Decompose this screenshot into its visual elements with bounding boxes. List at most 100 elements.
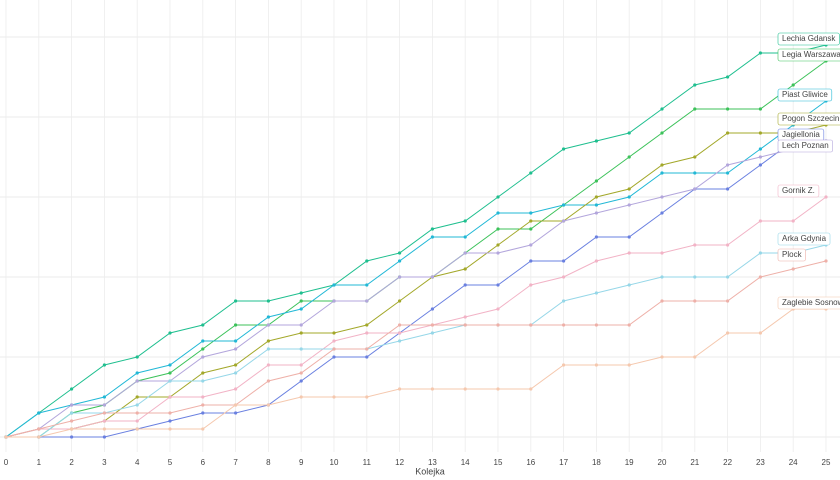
label-box xyxy=(777,112,840,126)
data-point xyxy=(496,283,500,287)
series-label: Legia Warszawa xyxy=(777,48,840,62)
data-point xyxy=(266,315,270,319)
data-point xyxy=(430,331,434,335)
data-point xyxy=(332,395,336,399)
x-tick-label: 5 xyxy=(168,458,173,467)
data-point xyxy=(594,211,599,215)
data-point xyxy=(562,259,566,263)
data-point xyxy=(299,299,303,303)
data-point xyxy=(627,131,631,135)
data-point xyxy=(365,355,369,359)
data-point xyxy=(726,187,730,191)
data-point xyxy=(758,163,763,167)
data-point xyxy=(168,331,172,335)
data-point xyxy=(102,363,106,367)
data-point xyxy=(627,363,631,367)
data-point xyxy=(168,379,172,383)
data-point xyxy=(332,299,336,303)
data-point xyxy=(562,363,566,367)
data-point xyxy=(463,235,467,239)
data-point xyxy=(266,299,270,303)
data-point xyxy=(430,227,434,231)
data-point xyxy=(463,251,467,255)
data-point xyxy=(430,307,434,311)
data-point xyxy=(332,355,336,359)
series-line xyxy=(6,244,827,438)
data-point xyxy=(660,251,664,255)
data-point xyxy=(594,235,599,239)
data-point xyxy=(201,339,205,343)
data-point xyxy=(299,371,303,375)
legend-entry: Legia Warszawa xyxy=(782,50,840,59)
legend-entry: Gornik Z. xyxy=(782,186,815,195)
series-label: Plock xyxy=(777,248,806,262)
data-point xyxy=(299,331,303,335)
x-tick-label: 13 xyxy=(428,458,437,467)
x-tick-label: 22 xyxy=(723,458,732,467)
series-label: Jagiellonia xyxy=(777,128,825,142)
data-point xyxy=(660,275,664,279)
data-point xyxy=(332,283,336,287)
data-point xyxy=(398,339,402,343)
x-tick-label: 9 xyxy=(299,458,304,467)
data-point xyxy=(70,411,74,415)
data-point xyxy=(758,155,763,159)
x-tick-label: 15 xyxy=(494,458,503,467)
data-point xyxy=(299,291,303,295)
data-point xyxy=(234,323,238,327)
series-label: Zaglebie Sosnowiec xyxy=(777,296,840,310)
data-point xyxy=(37,411,41,415)
data-point xyxy=(398,387,402,391)
x-tick-label: 25 xyxy=(822,458,831,467)
data-point xyxy=(135,395,139,399)
data-point xyxy=(266,379,270,383)
data-point xyxy=(529,227,533,231)
data-point xyxy=(135,355,139,359)
data-point xyxy=(824,195,828,199)
label-box xyxy=(777,48,840,62)
data-point xyxy=(102,427,106,431)
data-point xyxy=(693,171,697,175)
data-point xyxy=(365,259,369,263)
legend-entry: Pogon Szczecin xyxy=(782,114,839,123)
data-point xyxy=(266,363,270,367)
data-point xyxy=(594,179,599,183)
data-point xyxy=(529,219,533,223)
data-point xyxy=(201,411,205,415)
data-point xyxy=(168,411,172,415)
x-tick-label: 14 xyxy=(461,458,470,467)
data-point xyxy=(562,219,566,223)
data-point xyxy=(594,363,599,367)
data-point xyxy=(627,155,631,159)
data-point xyxy=(627,203,631,207)
data-point xyxy=(70,419,74,423)
x-tick-label: 11 xyxy=(363,458,372,467)
data-point xyxy=(562,203,566,207)
data-point xyxy=(102,419,106,423)
series-label: Piast Gliwice xyxy=(777,88,833,102)
data-point xyxy=(594,203,599,207)
data-point xyxy=(299,323,303,327)
data-point xyxy=(758,107,763,111)
data-point xyxy=(791,219,795,223)
data-point xyxy=(660,299,664,303)
data-point xyxy=(4,435,8,439)
data-point xyxy=(70,387,74,391)
series-line xyxy=(5,124,827,438)
data-point xyxy=(398,251,402,255)
data-point xyxy=(496,227,500,231)
data-point xyxy=(660,163,664,167)
data-point xyxy=(430,275,434,279)
data-point xyxy=(266,403,270,407)
data-point xyxy=(135,419,139,423)
x-tick-label: 10 xyxy=(330,458,339,467)
x-tick-label: 3 xyxy=(102,458,107,467)
series-label: Lech Poznan xyxy=(777,139,834,153)
data-point xyxy=(594,291,599,295)
data-point xyxy=(726,171,730,175)
data-point xyxy=(693,275,697,279)
data-point xyxy=(102,403,106,407)
data-point xyxy=(562,275,566,279)
data-point xyxy=(529,171,533,175)
label-box xyxy=(777,184,820,198)
